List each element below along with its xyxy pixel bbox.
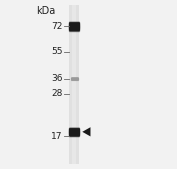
Text: 28: 28 bbox=[52, 89, 63, 98]
Bar bbox=[72, 5, 76, 164]
Text: 36: 36 bbox=[51, 74, 63, 83]
Text: 72: 72 bbox=[52, 22, 63, 31]
Bar bbox=[69, 5, 79, 164]
Text: 55: 55 bbox=[51, 47, 63, 56]
Polygon shape bbox=[82, 127, 90, 136]
Text: 17: 17 bbox=[51, 131, 63, 141]
Text: kDa: kDa bbox=[36, 6, 56, 16]
